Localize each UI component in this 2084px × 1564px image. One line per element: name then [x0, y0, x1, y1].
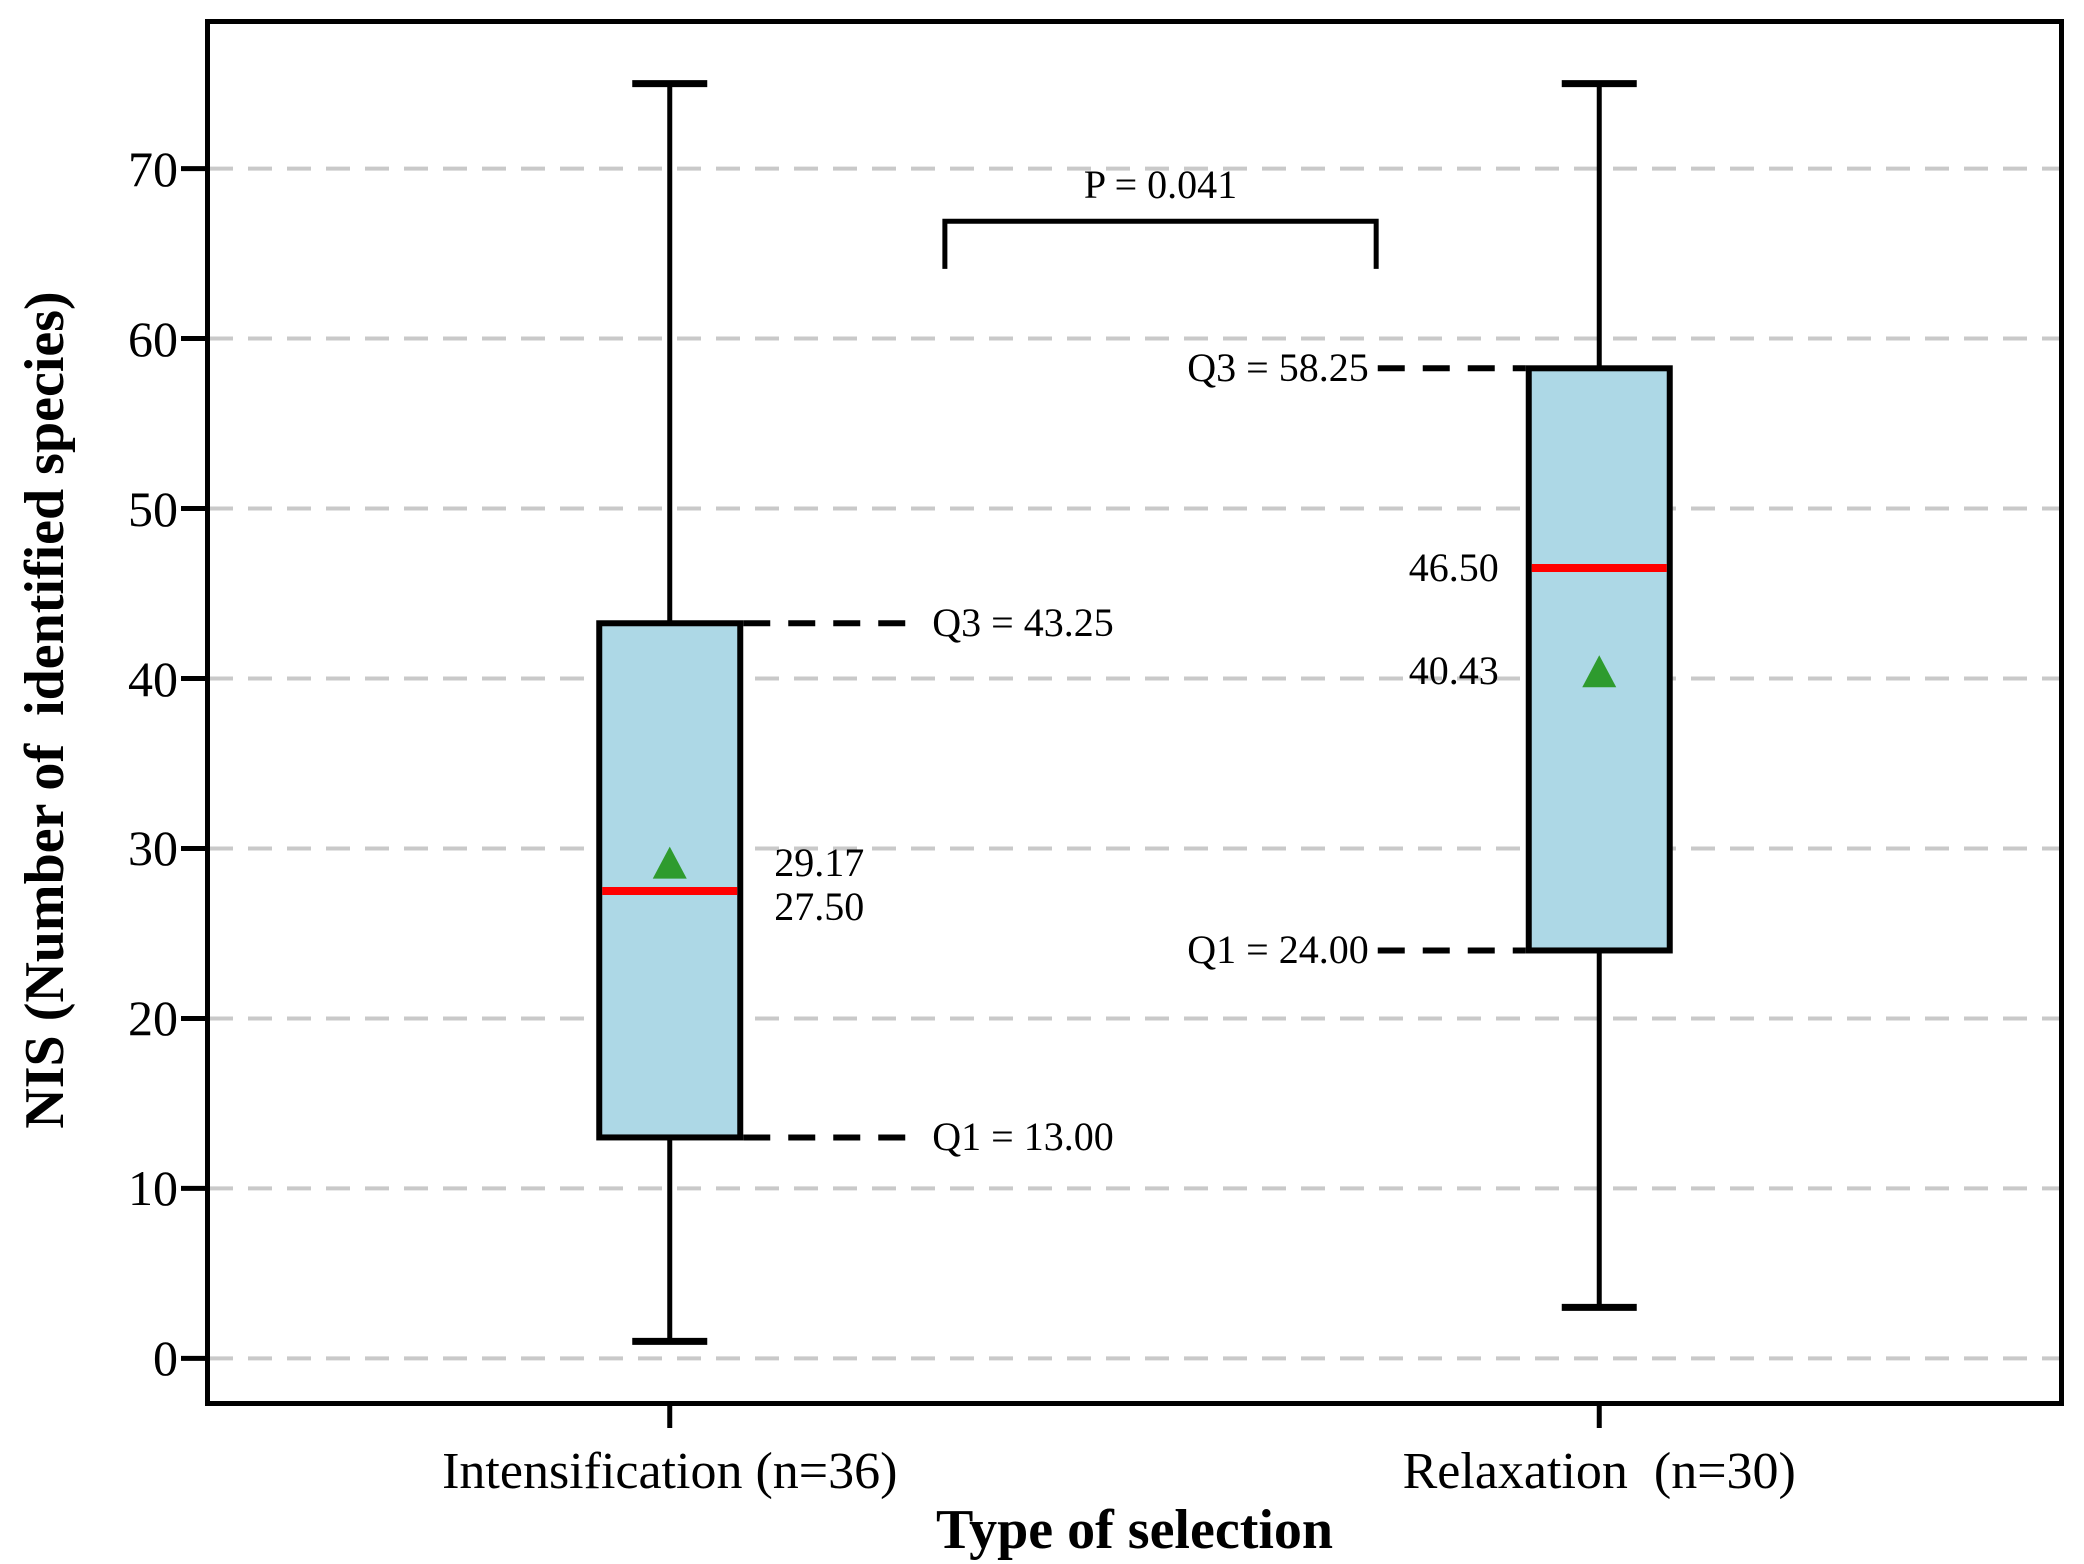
y-tick-label: 70: [128, 140, 178, 197]
q3-annotation: Q3 = 58.25: [1187, 345, 1369, 391]
q1-annotation: Q1 = 24.00: [1187, 927, 1369, 973]
mean-annotation: 29.17: [774, 839, 865, 885]
y-axis-title: NIS (Number of identified species): [14, 291, 76, 1129]
q1-annotation: Q1 = 13.00: [932, 1114, 1114, 1160]
median-annotation: 27.50: [774, 883, 865, 929]
q3-annotation: Q3 = 43.25: [932, 600, 1114, 646]
y-tick-label: 30: [128, 820, 178, 877]
median-annotation: 46.50: [1408, 545, 1499, 591]
y-tick-label: 10: [128, 1160, 178, 1217]
mean-annotation: 40.43: [1408, 648, 1499, 694]
y-tick-label: 0: [153, 1330, 178, 1387]
y-tick-label: 20: [128, 990, 178, 1047]
y-tick-label: 60: [128, 310, 178, 367]
y-tick-label: 40: [128, 650, 178, 707]
x-axis-title: Type of selection: [935, 1499, 1334, 1561]
p-value-label: P = 0.041: [1083, 162, 1238, 208]
x-category-label-intensification: Intensification (n=36): [442, 1443, 898, 1500]
y-tick-label: 50: [128, 480, 178, 537]
x-category-label-relaxation: Relaxation (n=30): [1402, 1443, 1796, 1500]
